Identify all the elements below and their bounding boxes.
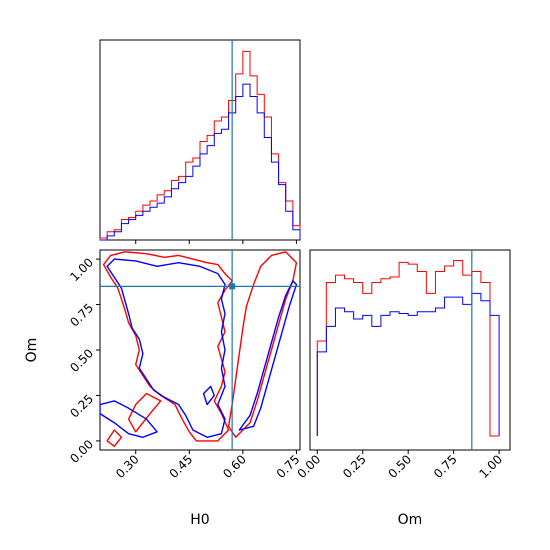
y-axis-label-om: Om	[24, 338, 40, 363]
contour-line-8	[202, 385, 215, 406]
contour-x-tick-label-2: 0.45	[167, 452, 196, 481]
contour-group	[100, 251, 298, 448]
h0-histogram-panel	[99, 39, 301, 241]
contour-x-tick-label-1: 0.30	[113, 452, 142, 481]
om-histogram-series-1	[316, 260, 500, 437]
contour-line-3	[106, 429, 123, 448]
om-histogram-x-tick-label-3: 0.50	[386, 452, 415, 481]
contour-line-7	[100, 400, 158, 438]
om-histogram-frame	[309, 249, 511, 451]
h0-histogram-frame	[99, 39, 301, 241]
h0-histogram-series-1	[99, 50, 301, 240]
contour-line-2	[227, 251, 298, 438]
contour-line-4	[127, 392, 162, 433]
tick-layer: 0.30 0.45 0.60 0.75 0.00 0.25 0.50 0.75 1.00 0.00…	[67, 240, 505, 481]
contour-y-tick-label-2: 0.25	[67, 392, 96, 421]
truth-marker	[229, 283, 236, 290]
om-histogram-x-tick-label-1: 0.00	[295, 452, 324, 481]
contour-y-tick-label-5: 1.00	[67, 255, 96, 284]
contour-line-1	[102, 251, 233, 442]
contour-y-tick-label-1: 0.00	[67, 437, 96, 466]
om-histogram-x-tick-label-5: 1.00	[476, 452, 505, 481]
contour-y-tick-label-3: 0.50	[67, 346, 96, 375]
contour-line-6	[238, 280, 298, 431]
om-histogram-panel	[309, 249, 511, 451]
contour-y-tick-label-4: 0.75	[67, 301, 96, 330]
om-histogram-x-tick-label-4: 0.75	[431, 452, 460, 481]
om-histogram-x-tick-label-2: 0.25	[340, 452, 369, 481]
x-axis-label-om: Om	[398, 512, 423, 528]
contour-line-5	[106, 258, 226, 438]
h0-histogram-series-2	[100, 83, 301, 241]
contour-x-tick-label-3: 0.60	[220, 452, 249, 481]
x-axis-label-h0: H0	[190, 512, 209, 528]
